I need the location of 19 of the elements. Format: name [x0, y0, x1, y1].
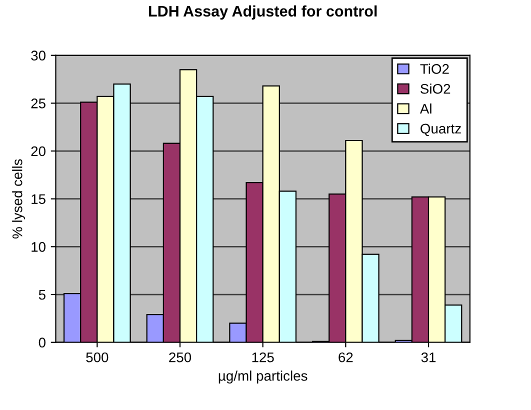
chart-title: LDH Assay Adjusted for control: [149, 5, 377, 20]
y-tick-label: 0: [38, 338, 46, 348]
legend-label: Al: [420, 103, 432, 114]
legend-label: Quartz: [420, 124, 461, 136]
x-axis-title: µg/ml particles: [218, 370, 308, 384]
x-tick-label: 250: [169, 352, 192, 362]
x-tick-label: 125: [252, 352, 274, 362]
legend-label: SiO2: [420, 84, 450, 94]
y-axis-title: % lysed cells: [12, 159, 26, 238]
x-tick-label: 62: [338, 352, 353, 362]
y-tick-label: 25: [31, 98, 46, 108]
y-tick-label: 30: [31, 50, 46, 61]
y-tick-label: 20: [31, 146, 46, 156]
x-tick-label: 31: [421, 352, 436, 362]
x-tick-label: 500: [86, 352, 108, 362]
y-tick-label: 15: [32, 194, 46, 204]
legend-label: TiO2: [420, 64, 449, 74]
y-tick-label: 10: [32, 242, 46, 252]
y-tick-label: 5: [38, 290, 46, 300]
